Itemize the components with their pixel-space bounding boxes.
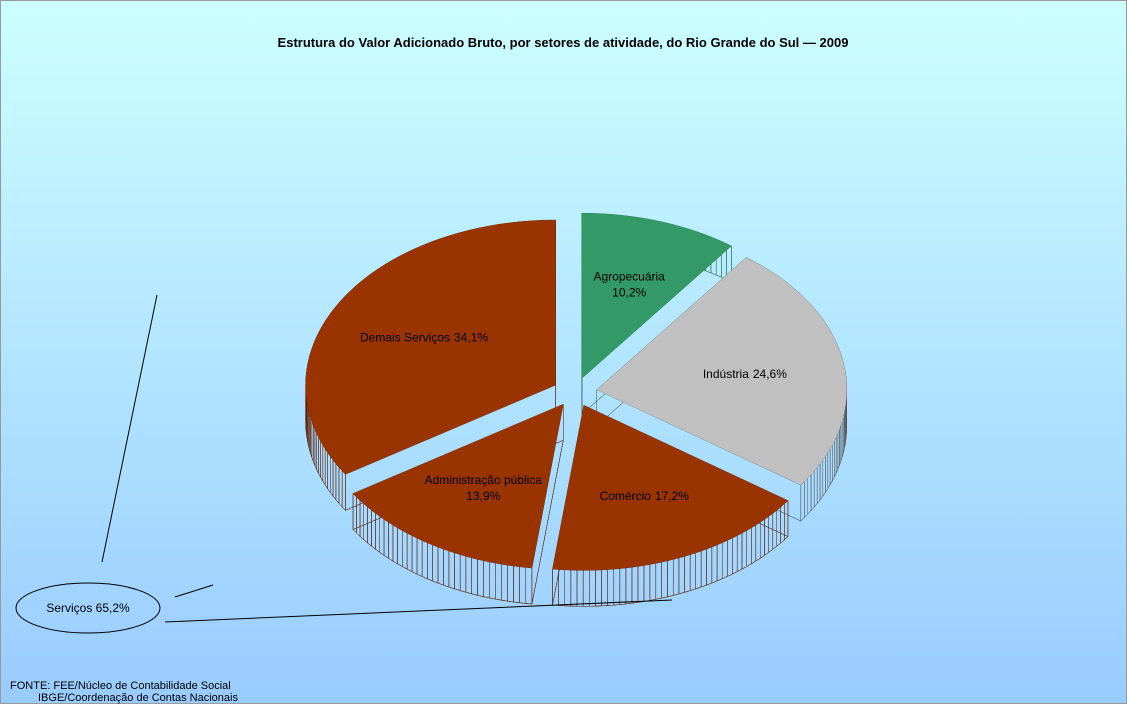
leader-line	[164, 599, 673, 623]
annotation-ellipse	[15, 582, 161, 634]
label-name: Demais Serviços	[360, 331, 450, 345]
source: FONTE: FEE/Núcleo de Contabilidade Socia…	[10, 680, 231, 692]
slice	[305, 220, 556, 475]
data-label: Indústria 24,6%	[703, 367, 787, 381]
data-label: Demais Serviços 34,1%	[360, 331, 488, 345]
label-name: Indústria	[703, 367, 749, 381]
slice	[552, 405, 788, 571]
source: IBGE/Coordenação de Contas Nacionais	[38, 692, 238, 704]
label-value: 10,2%	[612, 285, 646, 299]
slice	[596, 257, 847, 486]
data-label: Comércio 17,2%	[600, 489, 690, 503]
label-value: 34,1%	[454, 331, 488, 345]
label-name: Agropecuária	[593, 269, 665, 283]
leader-line	[174, 584, 214, 598]
pie: Agropecuária 10,2%Indústria 24,6%Comércio 1…	[305, 212, 847, 607]
slice	[353, 404, 564, 568]
label-value: 13,9%	[466, 489, 500, 503]
slice	[581, 213, 732, 379]
chart-title: Estrutura do Valor Adicionado Bruto, por…	[278, 35, 849, 50]
label-name: Administração pública	[425, 473, 543, 487]
label-name: Comércio	[600, 489, 652, 503]
label-value: 24,6%	[753, 367, 787, 381]
label-value: 17,2%	[655, 489, 689, 503]
annotation: Serviços 65,2%	[46, 601, 130, 615]
data-label: Agropecuária 10,2%	[593, 269, 665, 299]
leader-line	[101, 294, 158, 563]
data-label: Administração pública 13,9%	[425, 473, 543, 503]
